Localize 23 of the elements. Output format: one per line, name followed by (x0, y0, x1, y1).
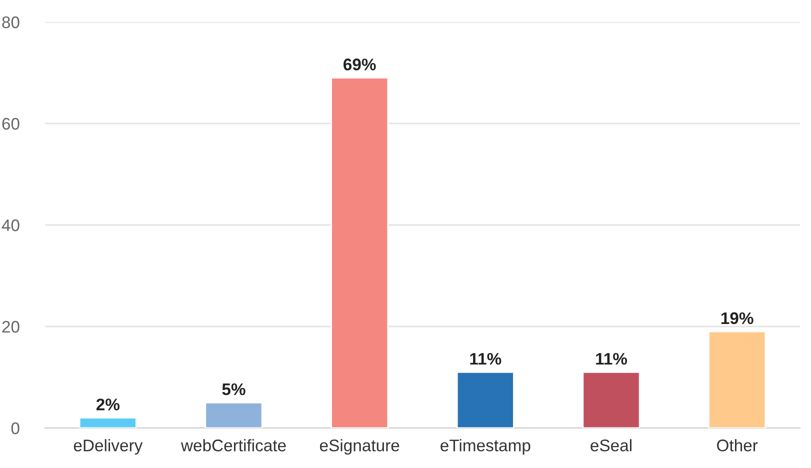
data-label: 2% (96, 398, 120, 410)
x-tick-label: Other (717, 439, 758, 452)
x-tick-label: eSignature (320, 439, 400, 455)
data-label: 5% (222, 383, 246, 396)
x-tick-label: eSeal (590, 439, 632, 452)
data-label: 19% (721, 312, 754, 324)
bar (78, 417, 137, 428)
bar (582, 371, 640, 428)
bar (456, 371, 514, 428)
y-tick-label: 40 (2, 219, 20, 232)
y-tick-label: 0 (11, 422, 20, 434)
y-tick-label: 20 (2, 320, 20, 333)
x-tick-label: eTimestamp (440, 439, 530, 455)
y-tick-label: 80 (2, 16, 20, 28)
x-tick-label: eDelivery (74, 439, 143, 455)
bar (330, 77, 389, 428)
x-tick-label: webCertificate (180, 439, 286, 452)
bar (204, 402, 263, 428)
data-label: 11% (596, 352, 628, 365)
bar (708, 330, 766, 428)
data-label: 69% (344, 58, 376, 70)
y-tick-label: 60 (2, 118, 20, 130)
data-label: 11% (470, 352, 502, 365)
